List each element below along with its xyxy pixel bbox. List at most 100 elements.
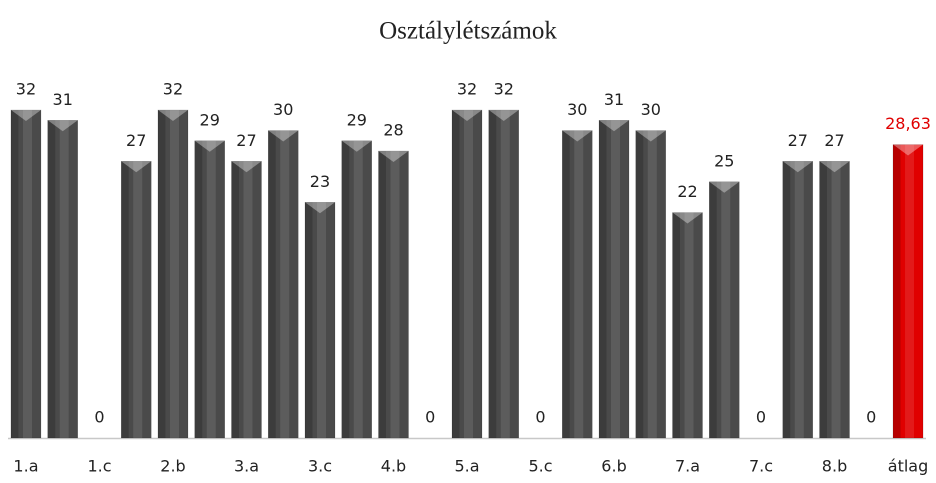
x-tick-label: 4.b bbox=[381, 457, 406, 476]
bar bbox=[709, 181, 740, 439]
bar bbox=[157, 109, 189, 439]
bar bbox=[267, 130, 299, 439]
chart-title: Osztálylétszámok bbox=[379, 18, 557, 45]
data-label: 27 bbox=[824, 131, 844, 150]
bar-cap bbox=[893, 144, 924, 156]
data-label: 25 bbox=[714, 151, 734, 170]
bar-cap bbox=[672, 212, 703, 224]
x-tick-label: 6.b bbox=[601, 457, 626, 476]
bar-shade bbox=[782, 161, 791, 438]
data-label: 32 bbox=[163, 80, 183, 99]
bar-shine bbox=[905, 144, 915, 439]
bar-shade bbox=[47, 120, 56, 438]
bar bbox=[672, 212, 703, 439]
bar-shine bbox=[647, 130, 657, 438]
bar-shade bbox=[268, 130, 276, 438]
bar-shade bbox=[599, 120, 607, 438]
data-label: 0 bbox=[535, 408, 545, 427]
data-label: 0 bbox=[866, 408, 876, 427]
bar-shade bbox=[452, 110, 460, 438]
data-label: 32 bbox=[494, 80, 514, 99]
data-label: 32 bbox=[16, 80, 36, 99]
data-label: 29 bbox=[200, 110, 220, 129]
x-tick-label: 3.a bbox=[234, 457, 259, 476]
bar-shade bbox=[231, 161, 239, 438]
bar-shade bbox=[10, 110, 19, 438]
x-tick-label: 1.c bbox=[87, 457, 111, 476]
x-tick-label: 5.c bbox=[528, 457, 552, 476]
bar-cap bbox=[782, 161, 813, 173]
bar bbox=[194, 140, 225, 439]
bar-cap bbox=[452, 110, 482, 121]
bar-cap bbox=[304, 202, 335, 214]
bar-cap bbox=[488, 110, 519, 121]
x-tick-label: 1.a bbox=[13, 457, 38, 476]
x-tick-label: 7.c bbox=[749, 457, 773, 476]
bar bbox=[231, 161, 262, 439]
bar-shade bbox=[819, 161, 828, 438]
x-tick-label: 3.c bbox=[308, 457, 332, 476]
bar-cap bbox=[341, 140, 372, 152]
bar-shade bbox=[304, 202, 313, 438]
bar bbox=[488, 109, 520, 439]
data-label: 31 bbox=[604, 90, 624, 109]
bar-shine bbox=[831, 161, 841, 438]
bar-shine bbox=[794, 161, 804, 438]
bar-cap bbox=[599, 120, 630, 132]
x-tick-label: 7.a bbox=[675, 457, 700, 476]
data-label: 28 bbox=[383, 121, 403, 140]
bar bbox=[378, 150, 409, 439]
data-label: 0 bbox=[425, 408, 435, 427]
bar-cap bbox=[121, 161, 152, 173]
x-tick-label: átlag bbox=[888, 457, 928, 476]
bar-shine bbox=[611, 120, 621, 438]
bar-cap bbox=[268, 130, 299, 142]
bar-shade bbox=[157, 110, 166, 438]
bar-shine bbox=[22, 110, 32, 438]
data-label: 23 bbox=[310, 172, 330, 191]
bar-shine bbox=[390, 151, 400, 438]
bar-cap bbox=[157, 110, 188, 121]
bar bbox=[341, 140, 372, 439]
bar-shade bbox=[635, 130, 644, 438]
x-tick-label: 8.b bbox=[822, 457, 847, 476]
data-label: 30 bbox=[273, 100, 293, 119]
bar-shade bbox=[488, 110, 497, 438]
bar-cap bbox=[194, 140, 225, 152]
data-label: 27 bbox=[788, 131, 808, 150]
bar-shade bbox=[341, 140, 350, 438]
bar-cap bbox=[709, 181, 740, 193]
data-label: 27 bbox=[126, 131, 146, 150]
bar-shade bbox=[672, 212, 681, 438]
bar-shine bbox=[280, 130, 290, 438]
bar-shine bbox=[353, 140, 363, 438]
bar-cap bbox=[819, 161, 850, 173]
bar-cap bbox=[562, 130, 593, 142]
bar bbox=[598, 120, 630, 439]
bar-shine bbox=[574, 130, 584, 438]
bar-shade bbox=[562, 130, 570, 438]
bar-shine bbox=[59, 120, 69, 438]
data-label: 29 bbox=[347, 110, 367, 129]
bar-shade bbox=[378, 151, 386, 438]
data-label: 0 bbox=[94, 408, 104, 427]
data-label: 31 bbox=[53, 90, 73, 109]
bar-shine bbox=[316, 202, 326, 438]
bar bbox=[635, 130, 667, 439]
bar-shine bbox=[169, 110, 179, 438]
bar-cap bbox=[378, 151, 409, 162]
bar bbox=[47, 120, 78, 439]
bar bbox=[10, 109, 42, 439]
bar-cap bbox=[635, 130, 666, 142]
bar bbox=[782, 161, 814, 439]
bar-shine bbox=[464, 110, 473, 438]
bar bbox=[819, 161, 850, 439]
bar-cap bbox=[47, 120, 78, 132]
bar-shine bbox=[500, 110, 510, 438]
bar-shine bbox=[133, 161, 143, 438]
bar bbox=[562, 130, 593, 439]
bar-shine bbox=[721, 181, 731, 438]
bar-shade bbox=[893, 144, 901, 439]
bar-shine bbox=[206, 140, 216, 438]
